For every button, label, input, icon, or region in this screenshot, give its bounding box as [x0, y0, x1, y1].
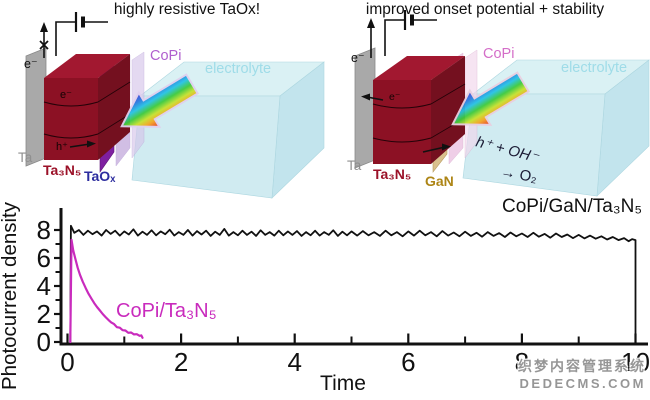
- watermark-line1: 织梦内容管理系统: [518, 358, 646, 375]
- x-tick-label: 2: [174, 347, 188, 377]
- y-axis-title: Photocurrent density: [0, 201, 21, 390]
- x-tick-label: 8: [515, 347, 529, 377]
- copi-label: CoPi: [483, 46, 514, 62]
- cube-electron-label: e⁻: [389, 91, 401, 103]
- panel-left-diagram: highly resistive TaOx! e⁻ h⁺: [18, 1, 325, 199]
- electrolyte-box: [462, 59, 650, 197]
- reaction-label-line2: → O₂: [499, 163, 538, 186]
- hole-transfer-arrow: [422, 143, 451, 153]
- series-label-copi-ta3n5: CoPi/Ta₃N₅: [116, 300, 217, 322]
- x-axis-title: Time: [320, 372, 366, 395]
- electron-flow-arrow-blocked: [39, 22, 49, 58]
- ta-plate: [354, 47, 376, 169]
- ta3n5-cube: e⁻: [361, 56, 466, 164]
- y-tick-label: 4: [37, 271, 51, 301]
- copi-label: CoPi: [150, 48, 181, 64]
- electron-extraction-arrow: [361, 93, 384, 101]
- electrolyte-label: electrolyte: [561, 60, 627, 76]
- panel-title: highly resistive TaOx!: [114, 1, 260, 18]
- electron-flow-arrow: [367, 18, 375, 58]
- electron-label: e⁻: [351, 51, 365, 65]
- electron-label: e⁻: [24, 57, 38, 71]
- photocurrent-chart: Photocurrent density Time CoPi/GaN/Ta₃N₅…: [0, 192, 650, 400]
- panel-title: improved onset potential + stability: [366, 1, 604, 18]
- ta3n5-cube: e⁻ h⁺: [43, 54, 131, 160]
- series-line-1: [69, 238, 144, 344]
- series-label-copi-gan-ta3n5: CoPi/GaN/Ta₃N₅: [502, 196, 642, 217]
- y-tick-label: 0: [37, 327, 51, 357]
- y-tick-label: 8: [37, 215, 51, 245]
- series-line-0: [69, 224, 637, 343]
- battery-symbol: [55, 12, 108, 56]
- light-beam-arrow: [451, 71, 531, 126]
- gan-label: GaN: [425, 173, 454, 189]
- watermark-line2: DEDECMS.COM: [519, 375, 646, 391]
- x-tick-label: 10: [621, 347, 650, 377]
- x-tick-label: 4: [287, 347, 301, 377]
- watermark: 织梦内容管理系统 DEDECMS.COM: [518, 358, 646, 392]
- taox-label: TaOₓ: [84, 168, 116, 184]
- hole-transfer-arrow: [69, 140, 96, 148]
- battery-symbol: [384, 10, 437, 56]
- x-tick-label: 6: [401, 347, 415, 377]
- ta3n5-label: Ta₃N₅: [43, 162, 81, 178]
- y-tick-label: 6: [37, 243, 51, 273]
- panel-right-diagram: improved onset potential + stability e⁻: [347, 1, 650, 197]
- cube-hole-label: h⁺: [56, 141, 68, 153]
- cube-electron-label: e⁻: [60, 89, 72, 101]
- x-tick-label: 0: [60, 347, 74, 377]
- ta-label: Ta: [18, 150, 33, 165]
- ta3n5-label: Ta₃N₅: [373, 166, 411, 182]
- electrolyte-label: electrolyte: [205, 61, 271, 77]
- electrolyte-box: [131, 61, 325, 199]
- ta-label: Ta: [347, 158, 362, 173]
- blocked-x-icon: [39, 40, 49, 50]
- y-tick-label: 2: [37, 299, 51, 329]
- light-beam-arrow: [120, 73, 200, 128]
